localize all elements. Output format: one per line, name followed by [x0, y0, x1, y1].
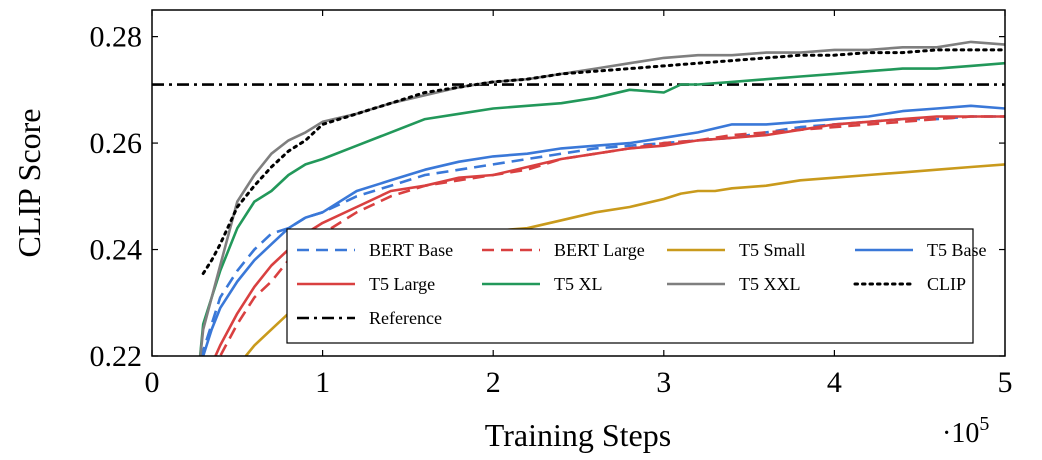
x-tick-label: 1 [315, 366, 330, 399]
x-tick-label: 3 [656, 366, 671, 399]
legend-item-t5-xl: T5 XL [482, 274, 603, 294]
y-tick-label: 0.26 [90, 127, 143, 160]
series-line-t5-base [201, 104, 1005, 356]
legend-item-t5-large: T5 Large [297, 274, 435, 294]
x-tick-label: 2 [486, 366, 501, 399]
legend-label: CLIP [927, 274, 966, 294]
y-tick-label: 0.22 [90, 340, 143, 373]
legend-label: T5 Small [739, 240, 806, 260]
y-axis-title: CLIP Score [11, 108, 47, 257]
x-axis-title: Training Steps [485, 417, 671, 453]
legend-label: BERT Base [369, 240, 453, 260]
legend-item-clip: CLIP [853, 274, 966, 294]
legend-item-reference: Reference [297, 308, 442, 328]
legend-label: BERT Large [554, 240, 645, 260]
legend-item-bert-base: BERT Base [297, 240, 453, 260]
y-tick-label: 0.28 [90, 21, 143, 54]
legend-item-t5-base: T5 Base [855, 240, 986, 260]
legend-label: T5 Base [927, 240, 986, 260]
x-tick-label: 0 [145, 366, 160, 399]
series-line-t5-xl [198, 61, 1005, 356]
legend-box [286, 228, 974, 344]
legend-item-bert-large: BERT Large [482, 240, 645, 260]
legend-item-t5-xxl: T5 XXL [667, 274, 801, 294]
x-multiplier-base: ·10 [942, 418, 979, 449]
series-line-t5-xxl [199, 40, 1005, 356]
tick-layer: 0 1 2 3 4 5 0.22 0.24 0.26 0.28 [90, 10, 1013, 399]
legend: BERT Base BERT Large T5 Small T5 Base T5 Lar… [286, 228, 986, 344]
series-line-clip [201, 48, 1005, 275]
legend-label: T5 XXL [739, 274, 801, 294]
plot-frame [151, 9, 1006, 357]
legend-label: T5 Large [369, 274, 435, 294]
x-multiplier: ·105 [942, 413, 989, 449]
series-line-bert-large [218, 115, 1005, 356]
x-tick-label: 5 [998, 366, 1013, 399]
series-layer [152, 40, 1005, 356]
y-tick-label: 0.24 [90, 234, 143, 267]
x-tick-label: 4 [827, 366, 842, 399]
legend-label: Reference [369, 308, 442, 328]
legend-item-t5-small: T5 Small [667, 240, 806, 260]
series-line-t5-large [214, 115, 1005, 356]
legend-label: T5 XL [554, 274, 603, 294]
x-multiplier-exponent: 5 [979, 413, 989, 435]
